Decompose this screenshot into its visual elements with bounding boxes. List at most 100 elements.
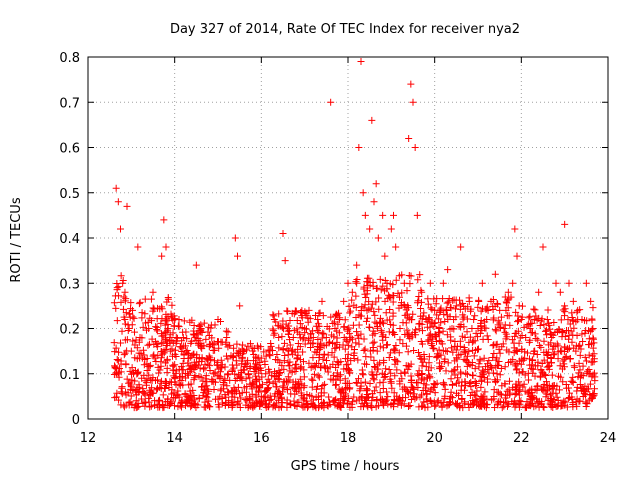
data-point bbox=[297, 364, 305, 372]
data-point bbox=[370, 198, 378, 206]
data-point bbox=[299, 403, 307, 411]
data-point bbox=[331, 381, 339, 389]
data-point bbox=[124, 389, 132, 397]
data-point bbox=[459, 300, 467, 308]
data-point bbox=[131, 328, 139, 336]
data-point bbox=[237, 394, 245, 402]
data-point bbox=[127, 299, 135, 307]
data-point bbox=[590, 358, 598, 366]
data-point bbox=[547, 339, 555, 347]
data-point bbox=[469, 337, 477, 345]
data-point bbox=[309, 340, 317, 348]
data-point bbox=[174, 387, 182, 395]
data-point bbox=[490, 392, 498, 400]
data-point bbox=[229, 398, 237, 406]
data-point bbox=[346, 309, 354, 317]
data-point bbox=[528, 319, 536, 327]
data-point bbox=[145, 325, 153, 332]
data-point bbox=[296, 375, 304, 383]
data-point bbox=[562, 326, 570, 334]
data-point bbox=[493, 370, 501, 378]
data-point bbox=[570, 362, 578, 370]
data-point bbox=[111, 292, 119, 300]
x-tick-label: 12 bbox=[80, 431, 97, 446]
data-point bbox=[407, 372, 415, 380]
data-point bbox=[426, 387, 434, 395]
data-point bbox=[315, 373, 323, 381]
data-point bbox=[194, 339, 202, 347]
data-point bbox=[435, 325, 443, 332]
data-point bbox=[442, 367, 450, 375]
data-point bbox=[303, 325, 310, 333]
data-point bbox=[557, 399, 565, 407]
data-point bbox=[279, 346, 287, 354]
data-point bbox=[272, 399, 280, 407]
data-point bbox=[120, 351, 128, 359]
data-point bbox=[365, 305, 373, 313]
data-point bbox=[496, 371, 504, 379]
data-point bbox=[286, 367, 294, 375]
data-point bbox=[121, 288, 129, 296]
data-point bbox=[554, 372, 562, 380]
data-point bbox=[113, 356, 121, 364]
data-point bbox=[527, 365, 535, 373]
data-point bbox=[275, 334, 283, 342]
data-point bbox=[526, 312, 534, 320]
data-point bbox=[566, 354, 574, 362]
data-point bbox=[257, 354, 265, 362]
data-point bbox=[216, 393, 224, 401]
data-point bbox=[203, 355, 211, 363]
data-point bbox=[534, 398, 542, 406]
data-point bbox=[465, 403, 473, 411]
data-point bbox=[352, 339, 360, 347]
data-point bbox=[352, 313, 360, 321]
data-point bbox=[223, 371, 231, 379]
data-point bbox=[293, 325, 301, 333]
data-point bbox=[451, 371, 459, 379]
data-point bbox=[414, 297, 422, 305]
data-point bbox=[119, 279, 127, 287]
data-point bbox=[591, 377, 599, 385]
data-point bbox=[167, 310, 175, 318]
data-point bbox=[139, 387, 147, 395]
data-point bbox=[284, 330, 292, 338]
data-points bbox=[110, 58, 599, 412]
data-point bbox=[286, 400, 294, 408]
data-point bbox=[352, 292, 360, 300]
data-point bbox=[392, 243, 400, 251]
data-point bbox=[492, 363, 500, 371]
data-point bbox=[372, 403, 380, 411]
data-point bbox=[482, 363, 490, 371]
data-point bbox=[291, 368, 299, 376]
data-point bbox=[568, 338, 576, 346]
data-point bbox=[143, 366, 151, 374]
data-point bbox=[218, 361, 226, 369]
y-axis-label: ROTI / TECUs bbox=[9, 197, 24, 282]
data-point bbox=[364, 403, 372, 411]
data-point bbox=[135, 402, 143, 410]
data-point bbox=[206, 367, 214, 375]
data-point bbox=[504, 400, 512, 408]
data-point bbox=[319, 355, 327, 363]
data-point bbox=[519, 356, 527, 364]
data-point bbox=[112, 184, 120, 192]
data-point bbox=[307, 344, 315, 352]
data-point bbox=[189, 330, 197, 338]
data-point bbox=[327, 313, 335, 321]
data-point bbox=[541, 327, 549, 335]
data-point bbox=[547, 359, 555, 367]
data-point bbox=[363, 274, 371, 282]
data-point bbox=[479, 335, 487, 343]
data-point bbox=[481, 388, 489, 396]
data-point bbox=[539, 243, 547, 251]
data-point bbox=[168, 390, 176, 398]
data-point bbox=[205, 332, 213, 340]
data-point bbox=[522, 402, 530, 410]
data-point bbox=[442, 347, 450, 355]
x-tick-label: 16 bbox=[253, 431, 270, 446]
data-point bbox=[208, 377, 216, 385]
data-point bbox=[115, 373, 123, 381]
data-point bbox=[151, 354, 159, 362]
data-point bbox=[246, 396, 254, 404]
data-point bbox=[224, 401, 232, 409]
